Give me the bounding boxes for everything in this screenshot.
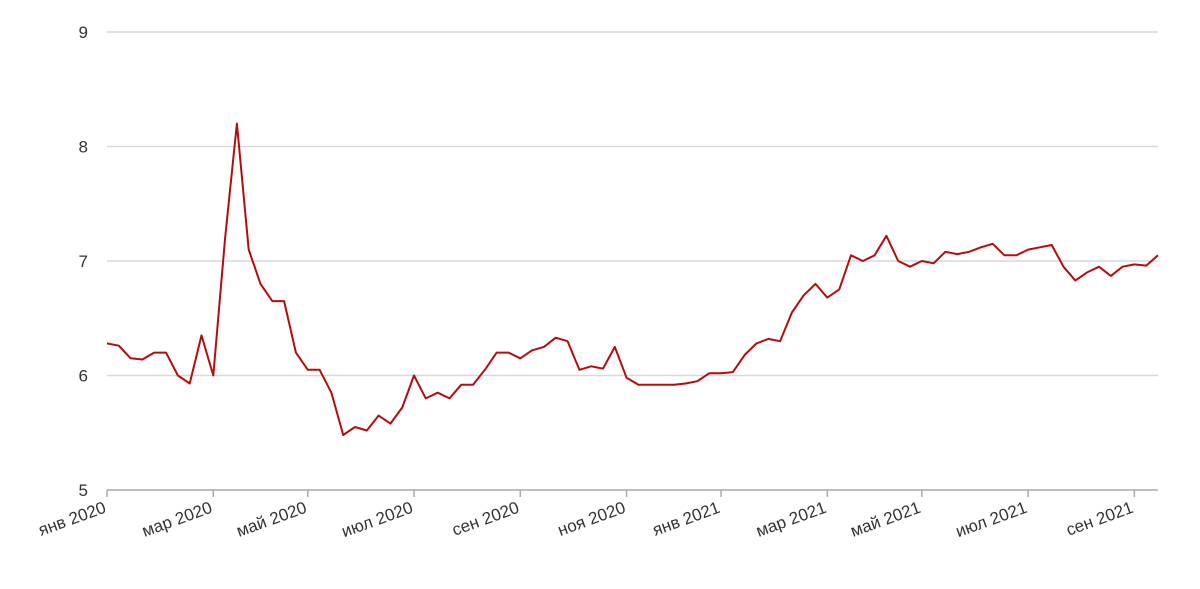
y-tick-label: 7 <box>79 252 88 271</box>
x-tick-label: май 2021 <box>848 498 923 541</box>
y-tick-label: 5 <box>79 481 88 500</box>
x-tick-label: сен 2020 <box>450 498 522 540</box>
x-tick-label: июл 2021 <box>953 498 1029 541</box>
x-tick-label: ноя 2020 <box>555 498 628 540</box>
x-tick-label: янв 2021 <box>650 498 722 540</box>
y-tick-label: 9 <box>79 23 88 42</box>
x-tick-label: мар 2020 <box>139 498 214 541</box>
x-tick-label: янв 2020 <box>36 498 108 540</box>
x-tick-label: мар 2021 <box>753 498 828 541</box>
x-tick-label: май 2020 <box>234 498 309 541</box>
x-tick-label: июл 2020 <box>339 498 415 541</box>
x-tick-label: сен 2021 <box>1064 498 1136 540</box>
line <box>106 122 1159 436</box>
y-tick-label: 6 <box>79 367 88 386</box>
y-tick-label: 8 <box>79 138 88 157</box>
